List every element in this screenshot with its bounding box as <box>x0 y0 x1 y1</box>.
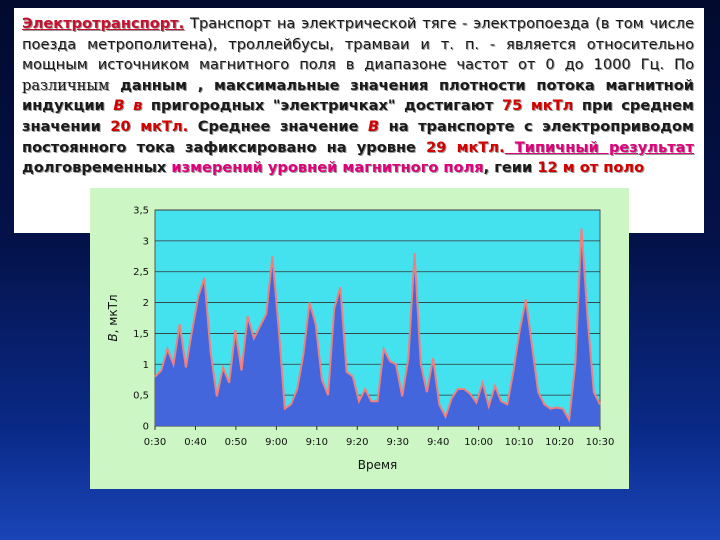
y-axis-symbol: В <box>106 333 120 341</box>
y-tick-label: 2 <box>143 298 149 309</box>
y-axis-label: В, мкТл <box>106 294 120 341</box>
text-part: Транспорт на электрической тяге - электр… <box>22 15 694 74</box>
x-axis-ticks: 0:30 0:40 0:50 9:00 9:10 9:20 9:30 9:40 10:00 10:… <box>144 426 615 448</box>
x-tick-label: 10:00 <box>464 437 493 448</box>
text-part: Среднее значение <box>188 117 369 135</box>
text-part: долговременных <box>22 159 172 177</box>
x-tick-label: 10:10 <box>505 437 534 448</box>
x-tick-label: 9:40 <box>427 437 449 448</box>
b-symbol: В <box>368 117 380 135</box>
value-29: 29 мкТл. <box>426 138 505 156</box>
y-tick-label: 3,5 <box>133 206 149 217</box>
y-tick-label: 0,5 <box>133 391 149 402</box>
x-tick-label: 9:30 <box>386 437 408 448</box>
y-axis-unit: , мкТл <box>106 294 120 333</box>
x-tick-label: 9:10 <box>306 437 328 448</box>
x-tick-label: 9:20 <box>346 437 368 448</box>
area-chart: 0 0,5 1 1,5 2 2,5 3 3,5 0:30 0:40 0:50 9:00 9:10 9:2… <box>106 206 615 473</box>
y-tick-label: 1,5 <box>133 329 149 340</box>
x-tick-label: 0:30 <box>144 437 166 448</box>
highlight-measurements: измерений уровней магнитного поля <box>171 159 484 177</box>
y-tick-label: 2,5 <box>133 267 149 278</box>
value-75: 75 мкТл <box>501 97 574 115</box>
description-paragraph: Электротранспорт. Транспорт на электриче… <box>22 14 694 179</box>
text-part: на транспорте с электроприводом постоянн… <box>22 117 694 156</box>
heading: Электротранспорт. <box>22 15 185 32</box>
x-tick-label: 0:40 <box>184 437 206 448</box>
text-part: при среднем значении <box>22 97 694 135</box>
text-part: от поло <box>574 159 645 177</box>
value-12: 12 м <box>537 159 575 177</box>
x-axis-label: Время <box>358 458 398 472</box>
area-series <box>155 228 600 426</box>
x-tick-label: 9:00 <box>265 437 287 448</box>
text-part: ии <box>511 159 538 177</box>
y-axis-ticks: 0 0,5 1 1,5 2 2,5 3 3,5 <box>133 206 149 433</box>
text-part: пригородных "электричках" достигают <box>142 97 502 115</box>
text-part: , ге <box>483 159 512 177</box>
x-tick-label: 10:30 <box>586 437 615 448</box>
chart-panel: 0 0,5 1 1,5 2 2,5 3 3,5 0:30 0:40 0:50 9:00 9:10 9:2… <box>90 188 629 489</box>
area-outline <box>154 228 601 424</box>
text-part: данным , максимальные значения плотности… <box>22 76 694 115</box>
highlight-typical-result: Типичный результат <box>504 138 694 156</box>
y-tick-label: 1 <box>143 360 149 371</box>
text-part: различным <box>22 76 110 94</box>
x-tick-label: 10:20 <box>545 437 574 448</box>
value-20: 20 мкТл. <box>110 117 189 135</box>
b-symbol: В в <box>113 97 143 115</box>
y-tick-label: 0 <box>143 422 149 433</box>
y-tick-label: 3 <box>143 236 149 247</box>
x-tick-label: 0:50 <box>225 437 247 448</box>
